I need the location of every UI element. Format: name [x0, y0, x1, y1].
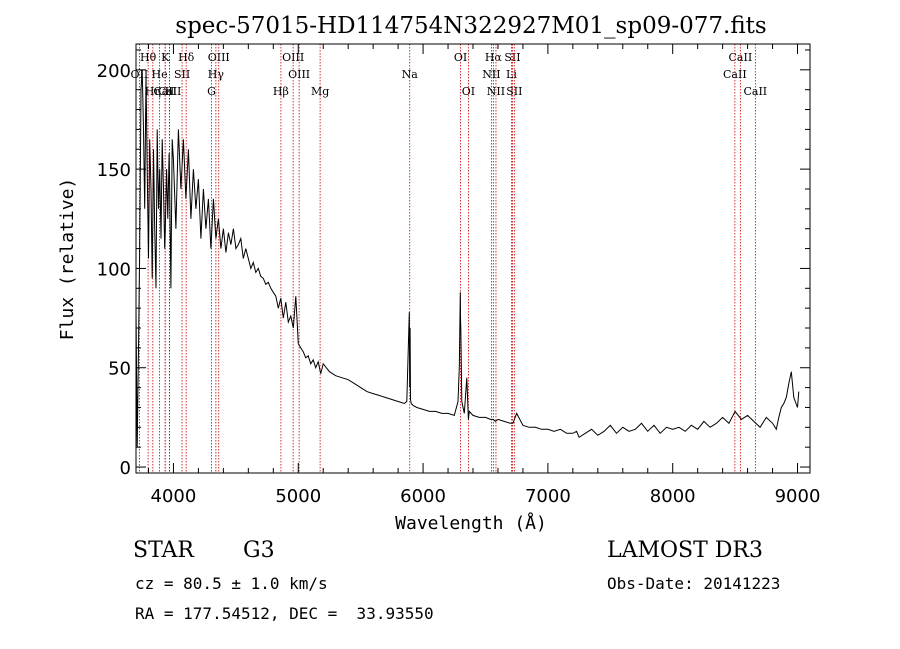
redshift-velocity: cz = 80.5 ± 1.0 km/s	[135, 574, 328, 593]
y-tick-label-100: 100	[97, 259, 131, 280]
survey-name: LAMOST DR3	[607, 538, 763, 563]
line-label-3: OII	[131, 68, 149, 81]
line-label-15: Hβ	[273, 85, 289, 98]
line-label-2: Hθ	[140, 51, 157, 64]
line-label-14: OIII	[288, 68, 310, 81]
spectrum-line	[135, 69, 800, 448]
line-label-17: Na	[402, 68, 419, 81]
line-label-24: Li	[506, 68, 517, 81]
line-label-19: OI	[462, 85, 475, 98]
line-label-6: K	[161, 51, 170, 64]
x-tick-label-8000: 8000	[650, 486, 696, 507]
plot-frame	[135, 43, 811, 474]
x-axis-label: Wavelength (Å)	[395, 512, 547, 534]
line-label-23: SII	[504, 51, 520, 64]
line-label-1: CaII	[158, 85, 182, 98]
x-axis-ticks: 4000 5000 6000 7000 8000 9000	[147, 44, 821, 507]
line-label-9: Hδ	[178, 51, 195, 64]
coordinates: RA = 177.54512, DEC = 33.93550	[135, 604, 434, 623]
line-label-21: NII	[482, 68, 500, 81]
line-label-10: OIII	[208, 51, 230, 64]
line-label-18: OI	[454, 51, 467, 64]
y-axis-label: Flux (relative)	[57, 178, 78, 341]
x-tick-label-4000: 4000	[151, 486, 197, 507]
y-tick-label-150: 150	[97, 160, 131, 181]
x-tick-label-6000: 6000	[400, 486, 446, 507]
line-label-0: CaII	[153, 85, 177, 98]
line-label-5: He	[152, 68, 168, 81]
line-label-4: Hη	[145, 85, 161, 98]
line-label-8: H	[165, 85, 175, 98]
chart-title: spec-57015-HD114754N322927M01_sp09-077.f…	[175, 13, 766, 39]
y-tick-label-200: 200	[97, 61, 131, 82]
x-tick-label-7000: 7000	[525, 486, 571, 507]
x-tick-label-9000: 9000	[775, 486, 821, 507]
line-label-16: Mg	[311, 85, 329, 98]
y-tick-label-50: 50	[108, 359, 131, 380]
line-label-7: SII	[174, 68, 190, 81]
object-class: STAR	[133, 538, 194, 563]
line-label-12: G	[207, 85, 216, 98]
line-label-26: CaII	[729, 51, 753, 64]
line-label-11: Hγ	[208, 68, 225, 81]
line-label-25: SII	[506, 85, 522, 98]
line-label-28: CaII	[743, 85, 767, 98]
line-label-22: NII	[487, 85, 505, 98]
subclass: G3	[243, 538, 275, 563]
x-tick-label-5000: 5000	[275, 486, 321, 507]
line-label-13: OIII	[282, 51, 304, 64]
y-axis-ticks: 0 50 100 150 200	[97, 49, 810, 479]
line-label-27: CaII	[723, 68, 747, 81]
line-label-20: Hα	[485, 51, 503, 64]
y-tick-label-0: 0	[120, 458, 131, 479]
observation-date: Obs-Date: 20141223	[607, 574, 781, 593]
